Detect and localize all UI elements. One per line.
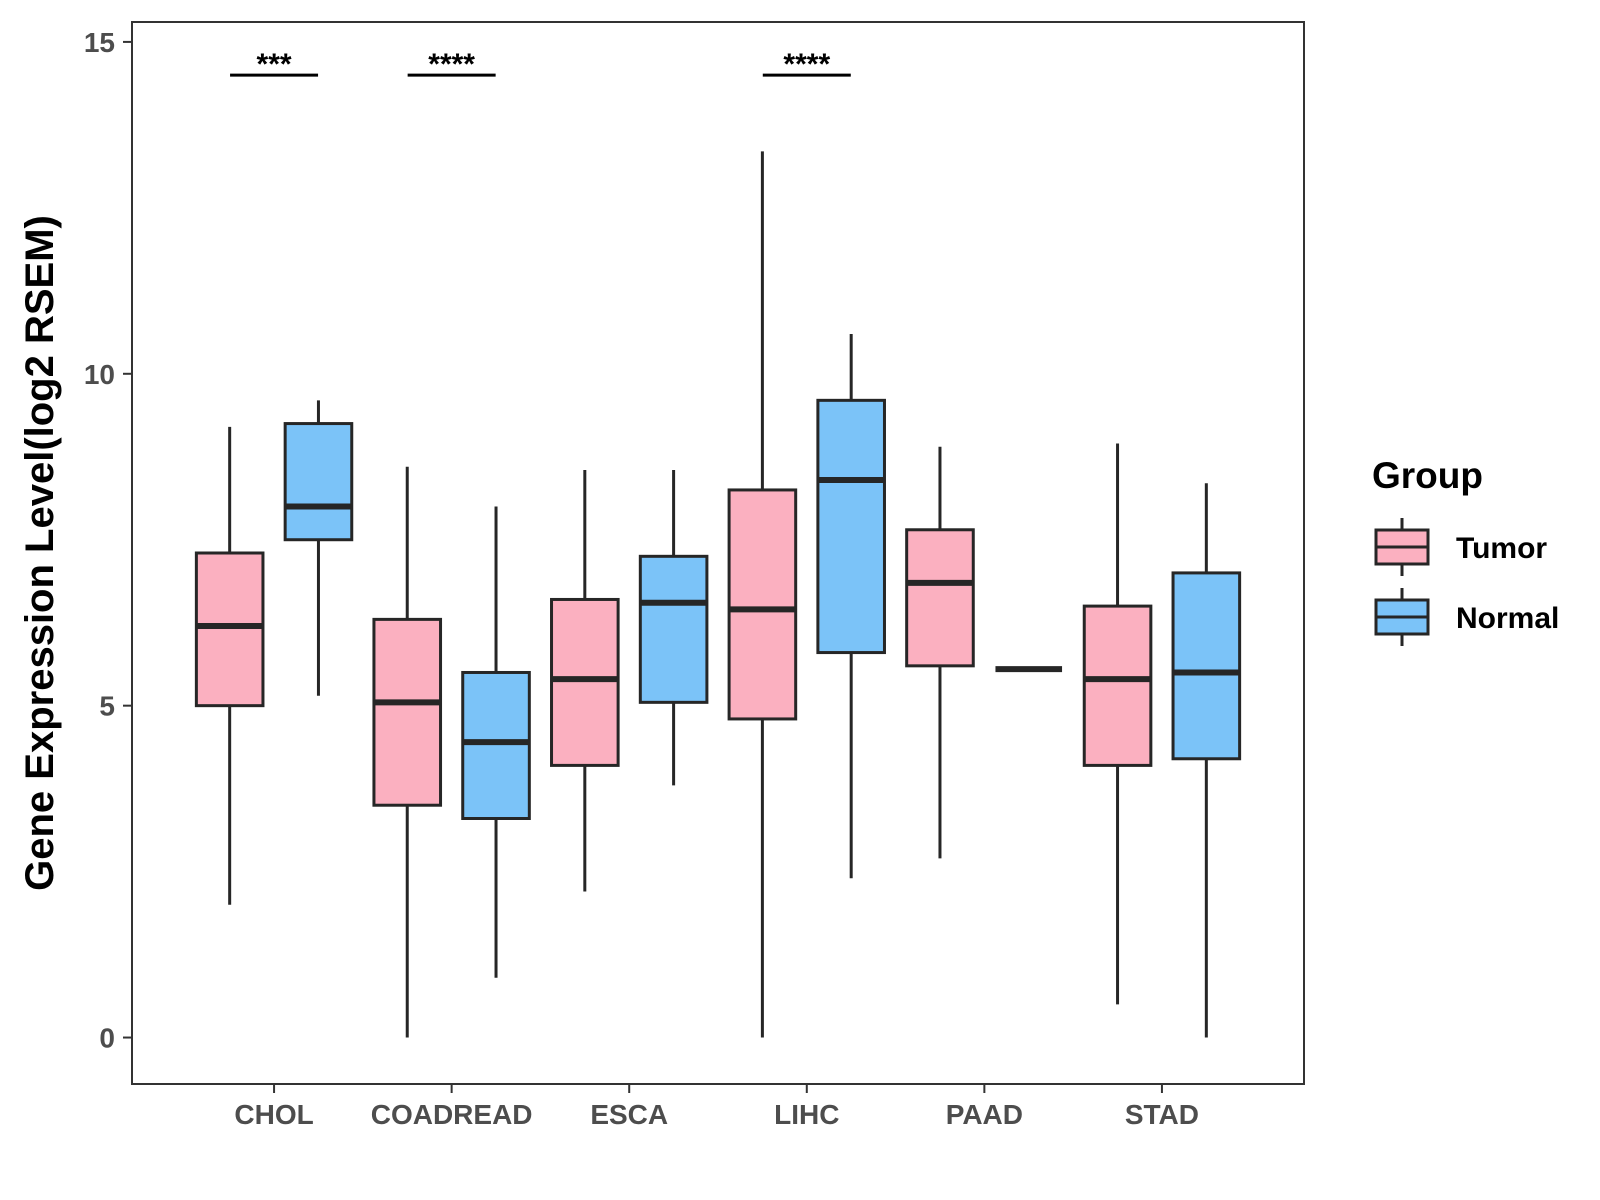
y-axis-title: Gene Expression Level(log2 RSEM) — [18, 215, 62, 891]
legend-title: Group — [1372, 455, 1483, 496]
box-body — [194, 551, 265, 708]
x-tick-label: STAD — [1125, 1099, 1199, 1130]
significance-label: **** — [783, 48, 830, 81]
box-tumor-esca — [550, 470, 620, 892]
y-axis: 0 5 10 15 — [84, 27, 132, 1054]
box-body — [372, 617, 443, 807]
x-tick-label: CHOL — [234, 1099, 313, 1130]
significance-label: *** — [257, 48, 292, 81]
legend-item-tumor: Tumor — [1374, 518, 1547, 576]
legend-items: Tumor Normal — [1374, 518, 1559, 646]
box-body — [1082, 604, 1153, 767]
y-tick-label: 10 — [84, 359, 115, 390]
box-body — [550, 597, 620, 767]
box-body — [461, 670, 531, 820]
y-tick-label: 5 — [99, 691, 115, 722]
box-normal-esca — [638, 470, 709, 786]
y-tick-label: 15 — [84, 27, 115, 58]
box-tumor-lihc — [727, 151, 798, 1038]
x-tick-label: ESCA — [590, 1099, 668, 1130]
box-tumor-paad — [905, 446, 975, 859]
x-tick-label: PAAD — [946, 1099, 1023, 1130]
box-body — [638, 554, 709, 704]
x-axis: CHOL COADREAD ESCA LIHC PAAD STAD — [234, 1084, 1199, 1130]
y-tick-label: 0 — [99, 1023, 115, 1054]
x-tick-label: COADREAD — [371, 1099, 533, 1130]
box-body — [283, 422, 354, 542]
legend-item-normal: Normal — [1374, 588, 1559, 646]
legend-label: Normal — [1456, 602, 1559, 635]
significance-layer: *** **** **** — [230, 48, 851, 81]
box-normal-stad — [1171, 483, 1242, 1038]
legend: Group Tumor Normal — [1372, 455, 1559, 646]
box-tumor-stad — [1082, 443, 1153, 1005]
box-body — [905, 528, 975, 668]
box-body — [727, 488, 798, 721]
legend-label: Tumor — [1456, 532, 1547, 565]
box-body — [1171, 571, 1242, 761]
significance-label: **** — [428, 48, 475, 81]
box-body — [816, 398, 886, 655]
box-normal-chol — [283, 400, 354, 696]
plot-panel-border — [131, 21, 1305, 1085]
box-normal-coadread — [461, 506, 531, 978]
box-tumor-coadread — [372, 466, 443, 1038]
boxes-layer — [194, 151, 1242, 1038]
box-normal-lihc — [816, 333, 886, 879]
x-tick-label: LIHC — [774, 1099, 839, 1130]
box-tumor-chol — [194, 426, 265, 905]
